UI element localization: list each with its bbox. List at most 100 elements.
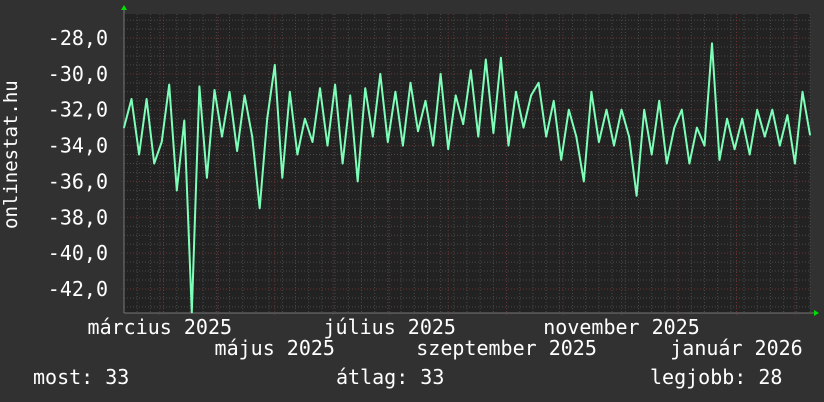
data-point [439, 73, 442, 75]
y-axis-label: onlinestat.hu [0, 80, 22, 229]
data-point [658, 99, 661, 102]
data-point [138, 153, 140, 156]
data-point [432, 144, 434, 147]
x-tick-label: március 2025 [88, 315, 233, 339]
data-point [522, 126, 525, 129]
data-point [402, 144, 404, 147]
data-point [552, 99, 555, 102]
data-point [477, 135, 480, 138]
data-point [613, 144, 615, 147]
data-point [160, 141, 163, 143]
data-point [469, 69, 472, 72]
data-point [733, 148, 736, 150]
data-point [296, 153, 299, 156]
data-point [356, 180, 359, 183]
data-point [213, 89, 216, 91]
y-axis-arrow-icon [121, 5, 127, 10]
data-point [387, 141, 389, 143]
data-point [454, 94, 457, 97]
data-point [236, 150, 238, 152]
data-point [771, 108, 774, 111]
data-point [447, 148, 449, 150]
data-point [560, 159, 563, 161]
data-point [273, 64, 276, 66]
data-point [748, 153, 751, 156]
data-point [175, 189, 178, 192]
x-tick-label: május 2025 [215, 336, 335, 360]
data-point [349, 94, 351, 97]
y-tick-label: -36,0 [48, 169, 108, 193]
data-point [726, 117, 728, 120]
data-point [500, 56, 502, 59]
data-point [688, 162, 691, 165]
data-series-line [123, 42, 811, 314]
data-point [779, 144, 781, 147]
y-tick-label: -32,0 [48, 98, 108, 122]
data-point [598, 141, 600, 143]
data-point [650, 153, 653, 156]
data-point [628, 135, 630, 138]
data-point [681, 108, 683, 111]
data-point [786, 114, 789, 116]
data-point [485, 58, 487, 61]
data-point [289, 90, 291, 93]
data-point [537, 82, 540, 84]
data-point [334, 83, 336, 86]
data-point [665, 162, 668, 165]
data-point [545, 135, 547, 138]
data-point [394, 90, 397, 93]
x-tick-label: július 2025 [324, 315, 456, 339]
data-point [206, 177, 208, 179]
data-point [492, 132, 495, 134]
data-point [515, 90, 517, 93]
data-point [673, 126, 676, 129]
data-point [605, 108, 608, 111]
data-point [507, 144, 510, 147]
data-point [794, 162, 796, 165]
data-point [311, 141, 314, 143]
y-tick-label: -42,0 [48, 277, 108, 301]
data-point [567, 108, 570, 111]
data-point [462, 123, 465, 125]
stat-current: most: 33 [33, 365, 130, 389]
data-point [281, 177, 284, 179]
data-point [266, 117, 269, 120]
y-tick-label: -34,0 [48, 134, 108, 158]
data-point [763, 135, 766, 138]
x-tick-label: november 2025 [543, 315, 700, 339]
data-point [530, 94, 532, 97]
stat-best: legjobb: 28 [650, 365, 783, 389]
data-point [409, 82, 412, 84]
data-point [379, 73, 382, 75]
data-point [251, 135, 253, 138]
y-tick-label: -38,0 [48, 205, 108, 229]
data-point [417, 130, 419, 133]
data-point [756, 108, 759, 111]
data-point [326, 144, 329, 147]
data-point [123, 126, 125, 129]
data-point [364, 87, 367, 90]
data-point [711, 42, 713, 45]
y-tick-label: -30,0 [48, 62, 108, 86]
data-point [221, 135, 223, 138]
data-point [198, 85, 201, 88]
data-point [696, 126, 698, 129]
data-point [809, 134, 811, 136]
data-point [635, 194, 638, 197]
data-point [583, 180, 585, 183]
x-tick-label: január 2026 [670, 336, 802, 360]
data-point [191, 311, 193, 314]
data-point [643, 108, 645, 111]
data-point [145, 98, 148, 100]
data-point [620, 108, 623, 111]
data-point [153, 162, 155, 165]
data-point [741, 117, 743, 120]
data-point [575, 135, 578, 138]
data-point [228, 90, 231, 93]
data-point [243, 94, 246, 97]
data-point [168, 83, 171, 86]
data-point [258, 207, 261, 210]
x-tick-label: szeptember 2025 [416, 336, 597, 360]
